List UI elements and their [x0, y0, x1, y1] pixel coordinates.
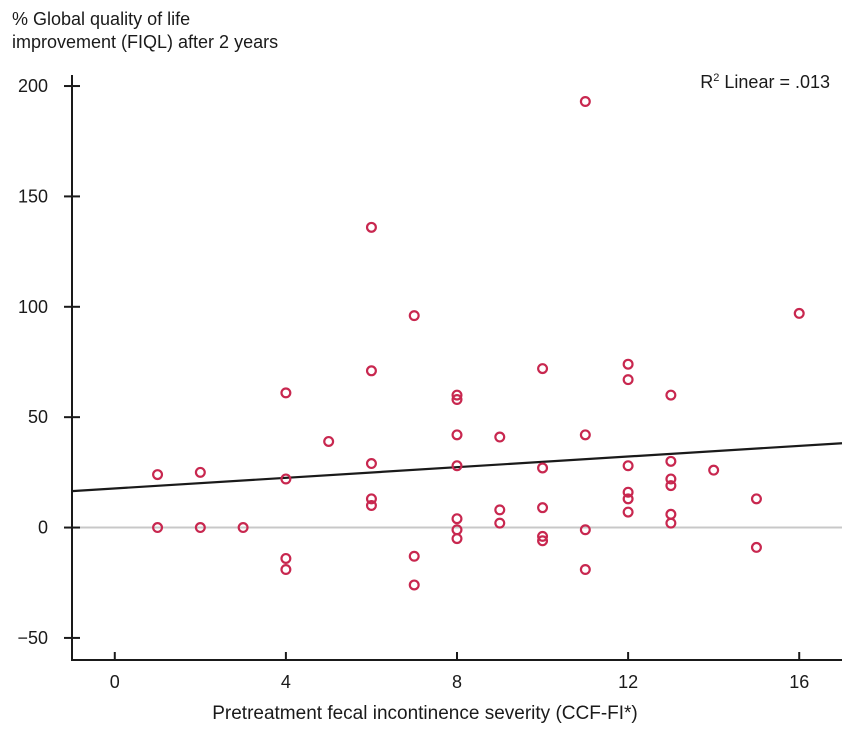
- data-point: [750, 541, 762, 553]
- r-squared-prefix: R: [700, 72, 714, 92]
- y-axis-label-line-2: improvement (FIQL) after 2 years: [12, 32, 279, 52]
- data-point: [451, 460, 463, 472]
- data-point: [152, 522, 164, 534]
- axes: [71, 75, 842, 661]
- data-point: [280, 552, 292, 564]
- x-tick-label: 4: [281, 672, 291, 692]
- data-point: [365, 493, 377, 505]
- data-point: [237, 522, 249, 534]
- y-axis-label: % Global quality of life improvement (FI…: [12, 8, 278, 54]
- data-point: [665, 517, 677, 529]
- data-point: [194, 522, 206, 534]
- data-point: [494, 431, 506, 443]
- data-point: [537, 502, 549, 514]
- x-tick-label: 16: [789, 672, 809, 692]
- data-point: [665, 455, 677, 467]
- data-point: [365, 221, 377, 233]
- y-tick-label: 100: [18, 297, 48, 317]
- data-point: [622, 460, 634, 472]
- data-point: [280, 473, 292, 485]
- data-point: [408, 579, 420, 591]
- data-point: [408, 310, 420, 322]
- y-axis-label-line-1: % Global quality of life: [12, 9, 191, 29]
- y-tick-label: 200: [18, 76, 48, 96]
- data-point: [665, 480, 677, 492]
- data-point: [365, 499, 377, 511]
- r-squared-annotation: R2 Linear = .013: [700, 72, 830, 93]
- data-point: [579, 524, 591, 536]
- data-point: [622, 493, 634, 505]
- data-point: [365, 365, 377, 377]
- data-point: [665, 473, 677, 485]
- data-point: [665, 389, 677, 401]
- x-tick-label: 0: [110, 672, 120, 692]
- x-axis-ticks: 0 4 8 12 16: [110, 652, 809, 692]
- regression-line: [71, 442, 843, 493]
- data-point: [579, 563, 591, 575]
- data-point: [622, 358, 634, 370]
- data-point: [579, 95, 591, 107]
- y-tick-label: 0: [38, 518, 48, 538]
- data-point: [451, 429, 463, 441]
- data-point: [750, 493, 762, 505]
- r-squared-value: Linear = .013: [719, 72, 830, 92]
- data-point: [537, 363, 549, 375]
- data-point: [665, 508, 677, 520]
- data-point: [451, 389, 463, 401]
- data-point: [793, 307, 805, 319]
- y-axis-ticks: −50 0 50 100 150 200: [17, 76, 80, 648]
- data-point: [365, 458, 377, 470]
- x-axis-label: Pretreatment fecal incontinence severity…: [212, 703, 638, 724]
- x-tick-label: 8: [452, 672, 462, 692]
- data-point: [451, 394, 463, 406]
- data-point: [451, 513, 463, 525]
- data-point: [537, 535, 549, 547]
- data-point: [622, 486, 634, 498]
- data-point: [537, 530, 549, 542]
- r-squared-exponent: 2: [713, 72, 720, 84]
- data-point: [494, 517, 506, 529]
- data-point: [537, 462, 549, 474]
- data-point: [494, 504, 506, 516]
- fit-line: [71, 442, 843, 493]
- data-point: [280, 387, 292, 399]
- data-points: [152, 95, 805, 591]
- data-point: [323, 435, 335, 447]
- data-point: [579, 429, 591, 441]
- data-point: [622, 506, 634, 518]
- data-point: [451, 533, 463, 545]
- y-tick-label: 150: [18, 186, 48, 206]
- data-point: [152, 469, 164, 481]
- data-point: [408, 550, 420, 562]
- x-tick-label: 12: [618, 672, 638, 692]
- y-tick-label: −50: [17, 628, 48, 648]
- data-point: [622, 374, 634, 386]
- y-tick-label: 50: [28, 407, 48, 427]
- data-point: [708, 464, 720, 476]
- data-point: [194, 466, 206, 478]
- data-point: [280, 563, 292, 575]
